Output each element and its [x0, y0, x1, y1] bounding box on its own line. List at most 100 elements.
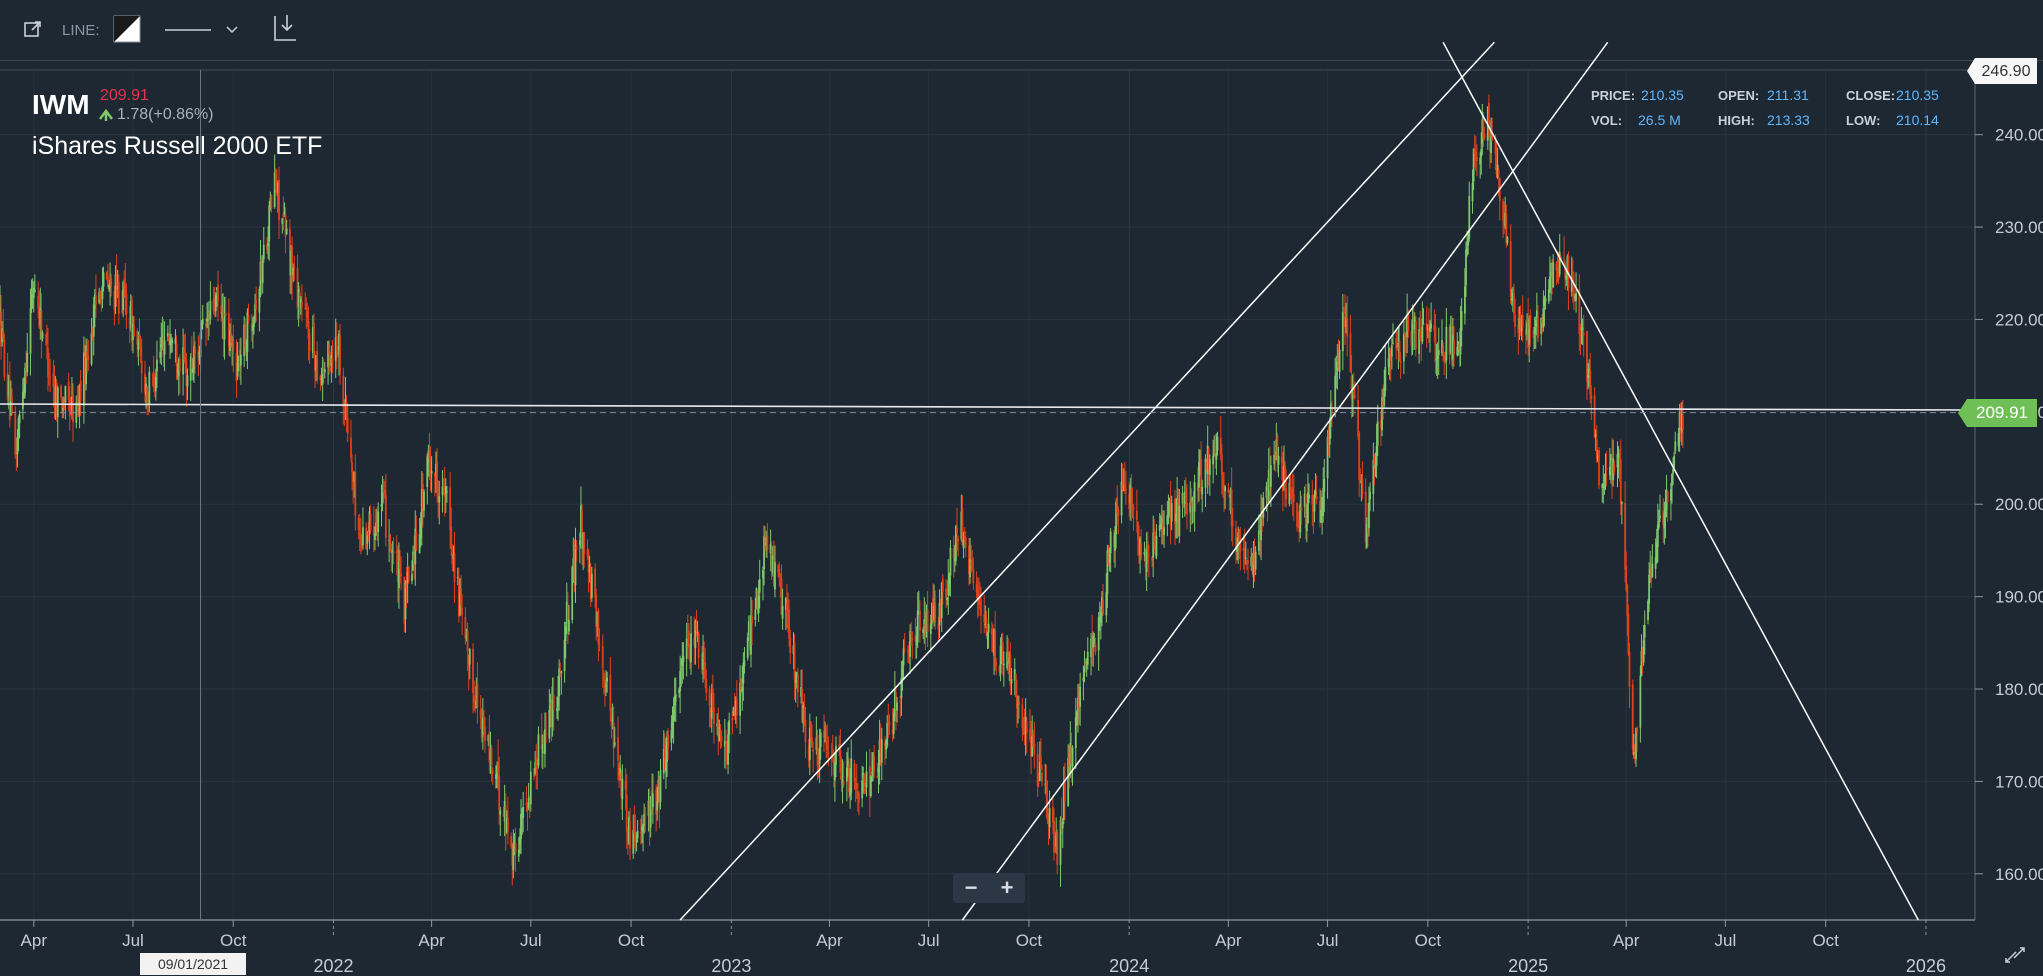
candle-body — [838, 743, 841, 750]
candle-body — [29, 308, 32, 354]
candle-body — [1571, 277, 1574, 281]
candle-body — [461, 607, 464, 615]
chart-overlays — [0, 41, 1976, 921]
candle-body — [208, 314, 211, 316]
candle-body — [244, 323, 247, 349]
candle-body — [667, 734, 670, 748]
candle-body — [1611, 459, 1613, 485]
candle-body — [1010, 679, 1013, 684]
candle-body — [343, 403, 346, 406]
candle-body — [976, 590, 979, 599]
candle-body — [1414, 321, 1417, 349]
candle-body — [590, 573, 593, 598]
candle-body — [250, 323, 253, 331]
candle-body — [1251, 557, 1254, 572]
candle-body — [147, 396, 150, 402]
candle-body — [274, 168, 277, 190]
candle-body — [423, 491, 425, 511]
candle-body — [1422, 323, 1425, 325]
candle-series — [0, 94, 1684, 887]
candle-body — [1183, 491, 1186, 504]
candle-body — [1084, 661, 1087, 667]
candle-body — [1670, 489, 1672, 501]
candle-body — [495, 774, 497, 779]
candle-body — [366, 535, 369, 544]
candle-body — [1055, 831, 1058, 847]
candle-body — [1, 328, 4, 343]
candle-body — [1639, 675, 1642, 728]
candle-body — [1380, 419, 1382, 429]
candle-body — [422, 484, 424, 509]
candle-body — [18, 414, 21, 424]
candle-body — [383, 489, 386, 496]
download-icon[interactable] — [270, 12, 300, 44]
candle-body — [839, 749, 842, 773]
candle-body — [169, 340, 171, 345]
resize-icon[interactable] — [2005, 947, 2025, 963]
candle-body — [1352, 386, 1355, 396]
candle-body — [1443, 355, 1446, 360]
candle-body — [1468, 196, 1471, 239]
candle-body — [746, 637, 749, 659]
zoom-out-button[interactable]: − — [964, 875, 978, 900]
candle-body — [922, 629, 925, 633]
candle-body — [926, 609, 929, 633]
candle-body — [842, 781, 845, 786]
candle-body — [1048, 808, 1051, 828]
candle-body — [1651, 563, 1654, 578]
candle-body — [83, 352, 85, 406]
candle-body — [166, 333, 169, 337]
candle-body — [1566, 256, 1569, 276]
candle-body — [144, 373, 146, 393]
candle-body — [1473, 149, 1476, 155]
candle-body — [980, 599, 982, 616]
candle-body — [406, 571, 409, 583]
candle-body — [270, 195, 273, 210]
open-value: 211.31 — [1767, 87, 1809, 103]
candle-body — [1075, 712, 1078, 718]
candle-body — [901, 670, 904, 680]
candle-body — [1021, 704, 1024, 729]
candle-body — [639, 831, 642, 833]
candle-body — [1555, 263, 1558, 271]
candle-body — [1025, 721, 1028, 734]
candle-body — [299, 298, 302, 303]
candle-body — [321, 374, 324, 383]
candle-body — [945, 588, 947, 599]
candle-body — [398, 562, 400, 589]
candle-body — [794, 680, 797, 683]
candle-body — [1547, 289, 1550, 302]
color-swatch-icon[interactable] — [112, 14, 142, 44]
candle-body — [710, 693, 713, 720]
candle-body — [917, 610, 920, 613]
chevron-down-icon[interactable] — [222, 18, 242, 42]
external-link-icon[interactable] — [20, 16, 46, 42]
candle-body — [483, 716, 485, 733]
candle-body — [1312, 505, 1315, 512]
candle-body — [1128, 494, 1131, 510]
candle-body — [864, 789, 867, 792]
candle-body — [1269, 465, 1272, 487]
candle-body — [132, 323, 134, 340]
candle-body — [1514, 314, 1516, 328]
candle-body — [1552, 262, 1555, 288]
candle-body — [1145, 546, 1148, 573]
candle-body — [1106, 550, 1109, 595]
candle-body — [1193, 482, 1196, 512]
candle-body — [1399, 361, 1402, 363]
candle-body — [880, 739, 883, 763]
candle-body — [76, 397, 79, 402]
candle-body — [175, 343, 178, 366]
candle-body — [1176, 498, 1179, 518]
candle-body — [1635, 727, 1637, 760]
candle-body — [1101, 597, 1103, 609]
ohlc-panel: PRICE: 210.35 OPEN: 211.31 CLOSE: 210.35… — [1591, 87, 1939, 128]
candle-body — [353, 472, 356, 482]
zoom-in-button[interactable]: + — [1000, 875, 1014, 900]
candle-body — [1329, 403, 1332, 425]
x-tick-label: Apr — [1613, 931, 1640, 950]
candle-body — [497, 761, 500, 773]
line-style-icon[interactable] — [164, 18, 212, 42]
candle-body — [595, 595, 598, 628]
